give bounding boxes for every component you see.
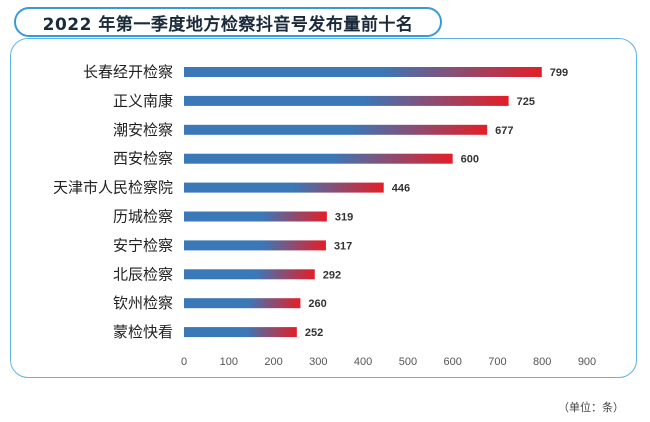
category-label-10: 蒙检快看 [113, 323, 173, 341]
bar-5 [184, 182, 384, 193]
x-tick-label: 200 [264, 356, 282, 368]
value-label-3: 677 [495, 125, 513, 137]
unit-note: （单位：条） [558, 401, 624, 414]
value-label-10: 252 [305, 327, 323, 339]
category-label-3: 潮安检察 [113, 121, 173, 139]
category-label-1: 长春经开检察 [83, 63, 173, 81]
bar-6 [184, 211, 327, 222]
category-label-5: 天津市人民检察院 [53, 179, 173, 197]
x-tick-label: 400 [354, 356, 372, 368]
x-tick-label: 300 [309, 356, 327, 368]
x-tick-label: 0 [181, 356, 187, 368]
category-label-2: 正义南康 [113, 92, 173, 110]
x-tick-label: 500 [399, 356, 417, 368]
category-label-6: 历城检察 [113, 208, 173, 226]
value-label-4: 600 [461, 154, 479, 166]
value-label-6: 319 [335, 212, 353, 224]
bar-1 [184, 67, 542, 77]
bar-2 [184, 95, 509, 106]
x-tick-label: 800 [533, 356, 551, 368]
category-label-8: 北辰检察 [113, 265, 173, 283]
chart-title-box: 2022 年第一季度地方检察抖音号发布量前十名 [14, 7, 442, 37]
bar-9 [184, 298, 301, 309]
chart-title: 2022 年第一季度地方检察抖音号发布量前十名 [42, 14, 414, 35]
x-tick-label: 100 [220, 356, 238, 368]
value-label-7: 317 [334, 240, 352, 252]
bar-4 [184, 153, 453, 164]
category-label-7: 安宁检察 [113, 236, 173, 254]
x-tick-label: 700 [488, 356, 506, 368]
x-tick-label: 600 [443, 356, 461, 368]
value-label-2: 725 [517, 96, 535, 108]
value-label-5: 446 [392, 183, 410, 195]
value-label-8: 292 [323, 269, 341, 281]
chart-frame [10, 38, 637, 378]
value-label-9: 260 [308, 298, 326, 310]
bar-8 [184, 269, 315, 280]
value-label-1: 799 [550, 67, 568, 79]
bar-10 [184, 327, 297, 338]
bar-7 [184, 240, 326, 251]
x-tick-label: 900 [578, 356, 596, 368]
bar-3 [184, 124, 488, 135]
category-label-4: 西安检察 [113, 150, 173, 168]
category-label-9: 钦州检察 [113, 294, 173, 312]
